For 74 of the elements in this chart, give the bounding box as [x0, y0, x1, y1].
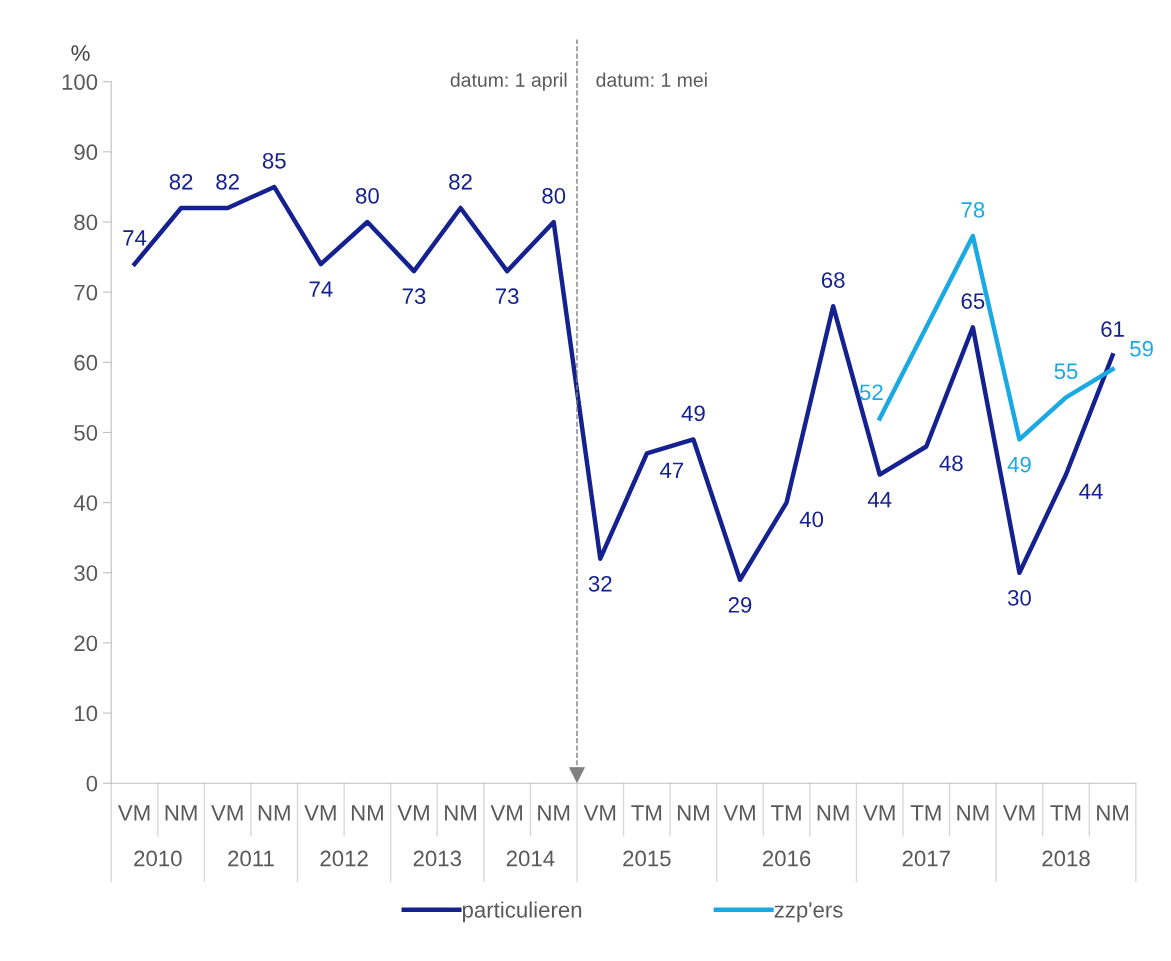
x-tick-label: NM: [165, 805, 197, 821]
y-tick-label: 20: [74, 635, 98, 652]
data-label: 74: [123, 230, 147, 246]
data-label: 61: [1101, 321, 1124, 337]
y-axis-title: %: [71, 45, 90, 61]
data-label: 48: [939, 455, 963, 472]
x-tick-label: NM: [351, 805, 383, 821]
x-tick-label: VM: [117, 805, 150, 821]
x-tick-label: VM: [863, 805, 895, 821]
x-tick-label: VM: [304, 805, 336, 821]
data-label: 29: [728, 597, 752, 613]
data-label: 82: [216, 173, 239, 190]
data-label: 52: [859, 384, 883, 401]
x-tick-label: TM: [1050, 805, 1081, 821]
x-tick-label: VM: [583, 805, 616, 821]
data-label: 73: [402, 288, 426, 305]
text: 2010: [134, 850, 182, 867]
data-label: 32: [588, 575, 612, 592]
annotation: datum: 1 april: [450, 72, 567, 91]
y-tick-label: 60: [74, 354, 98, 371]
y-tick-label: 80: [74, 214, 98, 231]
y-tick-label: 10: [75, 705, 98, 722]
x-tick-label: TM: [631, 805, 662, 821]
data-label: 78: [961, 202, 985, 218]
data-label: 74: [309, 281, 333, 297]
data-label: 49: [1007, 456, 1031, 473]
x-tick-label: TM: [910, 805, 941, 821]
data-label: 47: [660, 462, 684, 478]
text: 2014: [506, 850, 555, 867]
data-label: 82: [169, 173, 193, 190]
text: 2018: [1042, 850, 1090, 867]
data-label: 65: [961, 293, 985, 309]
data-label: 49: [681, 405, 705, 422]
data-label: 44: [867, 492, 892, 508]
text: 2013: [413, 850, 462, 867]
y-tick-label: 70: [74, 284, 98, 301]
legend-label: particulieren: [462, 901, 582, 923]
x-tick-label: NM: [258, 805, 290, 821]
data-label: 30: [1007, 590, 1031, 606]
x-tick-label: NM: [1097, 805, 1129, 821]
x-tick-label: VM: [1002, 805, 1035, 821]
text: 2017: [902, 850, 950, 867]
text: 2015: [623, 850, 671, 867]
text: 2016: [762, 850, 811, 867]
x-tick-label: VM: [490, 805, 522, 821]
data-label: 40: [799, 511, 824, 528]
x-tick-label: VM: [723, 805, 755, 821]
text: 2012: [320, 850, 368, 867]
data-label: 68: [821, 272, 845, 288]
y-tick-label: 90: [74, 144, 98, 161]
data-label: 55: [1054, 363, 1078, 380]
y-tick-label: 100: [62, 74, 98, 90]
data-label: 80: [542, 187, 566, 204]
x-tick-label: NM: [445, 805, 477, 821]
data-label: 44: [1079, 483, 1103, 499]
x-tick-label: VM: [211, 805, 243, 821]
annotation: datum: 1 mei: [596, 72, 707, 87]
text: 2011: [228, 850, 274, 867]
x-tick-label: NM: [677, 805, 709, 821]
x-tick-label: NM: [538, 805, 570, 821]
data-label: 80: [356, 187, 379, 204]
y-tick-label: 30: [74, 565, 98, 582]
y-tick-label: 0: [86, 775, 98, 792]
data-label: 59: [1130, 340, 1153, 357]
x-tick-label: TM: [771, 805, 801, 821]
x-tick-label: NM: [817, 805, 849, 821]
data-label: 73: [495, 288, 519, 305]
x-tick-label: VM: [397, 805, 429, 821]
data-label: 85: [262, 152, 286, 169]
x-tick-label: NM: [957, 805, 989, 821]
legend-label: zzp'ers: [774, 902, 843, 923]
y-tick-label: 50: [74, 424, 98, 441]
y-tick-label: 40: [73, 495, 98, 511]
data-label: 82: [449, 173, 472, 190]
